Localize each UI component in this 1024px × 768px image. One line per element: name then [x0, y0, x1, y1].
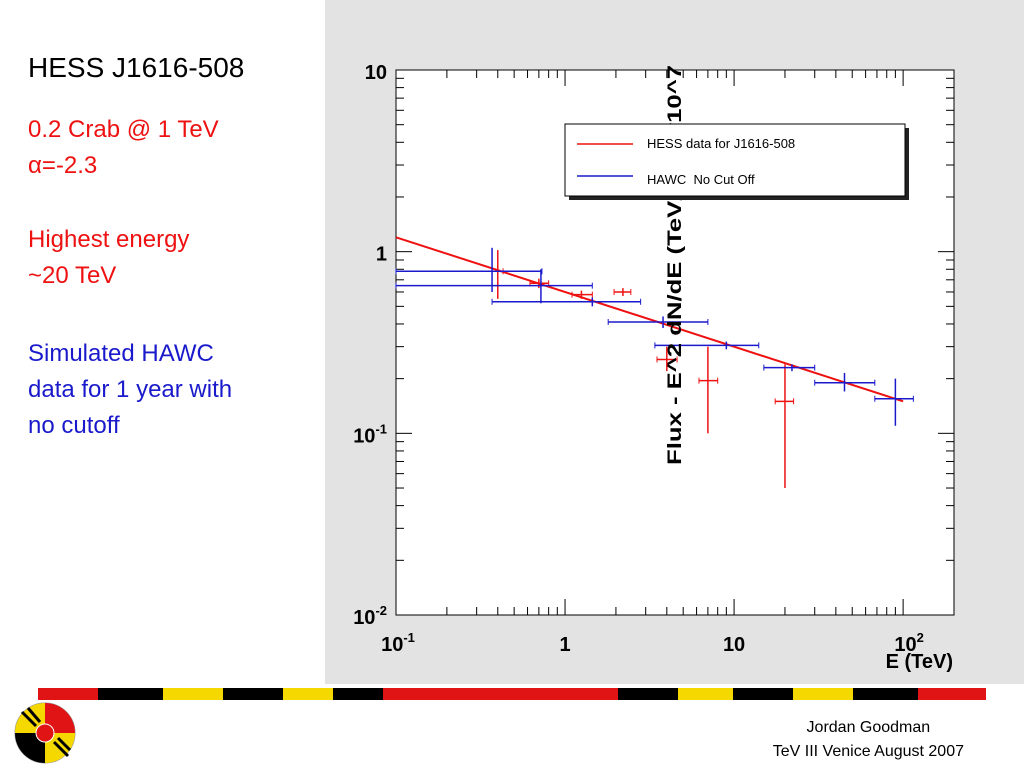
- y-tick-label: 1: [376, 244, 387, 266]
- crab-flux-line: 0.2 Crab @ 1 TeV: [28, 116, 219, 143]
- axis-ticks: [395, 69, 955, 616]
- hawc-note-line-2: data for 1 year with: [28, 376, 233, 403]
- footer-author: Jordan Goodman: [806, 719, 931, 736]
- legend-hawc-label: HAWC No Cut Off: [647, 172, 755, 187]
- hess-fit-line: [395, 236, 904, 403]
- highest-energy-value: ~20 TeV: [28, 262, 117, 289]
- university-logo: [14, 702, 76, 764]
- crab-note: 0.2 Crab @ 1 TeV α=-2.3: [28, 112, 219, 184]
- legend-box: [564, 123, 906, 197]
- series-layer: [395, 236, 914, 489]
- x-tick-label: 10-1: [381, 630, 415, 656]
- x-axis-label: E (TeV): [886, 651, 953, 673]
- hawc-data-point: [763, 364, 816, 372]
- y-tick-label: 10-1: [353, 421, 387, 447]
- hess-data-point: [774, 364, 795, 489]
- x-tick-label: 102: [894, 630, 923, 656]
- slide-title: HESS J1616-508: [28, 52, 245, 83]
- y-tick-label: 10-2: [353, 603, 387, 629]
- hawc-note: Simulated HAWC data for 1 year with no c…: [28, 336, 232, 444]
- hawc-data-point: [491, 297, 642, 307]
- maryland-flag-bar: [38, 688, 986, 700]
- y-tick-label: 10: [365, 62, 387, 84]
- hawc-data-point: [395, 247, 543, 292]
- legend-hess-label: HESS data for J1616-508: [647, 136, 795, 151]
- footer-event: TeV III Venice August 2007: [772, 743, 964, 760]
- x-tick-label: 1: [559, 634, 570, 656]
- spectral-index-line: α=-2.3: [28, 152, 98, 179]
- hess-data-point: [698, 346, 719, 434]
- legend: HESS data for J1616-508 HAWC No Cut Off: [564, 123, 909, 200]
- highest-energy-line: Highest energy: [28, 226, 190, 253]
- hawc-data-point: [874, 378, 914, 426]
- hawc-note-line-3: no cutoff: [28, 412, 120, 439]
- highest-energy-note: Highest energy ~20 TeV: [28, 222, 189, 294]
- hawc-data-point: [654, 341, 760, 350]
- hess-data-point: [613, 288, 632, 297]
- x-tick-label: 10: [723, 634, 745, 656]
- hess-data-point: [656, 346, 678, 372]
- hawc-data-point: [607, 316, 709, 329]
- footer: Jordan Goodman TeV III Venice August 200…: [773, 716, 964, 764]
- hawc-data-point: [814, 372, 876, 392]
- hawc-note-line-1: Simulated HAWC: [28, 340, 214, 367]
- hawc-data-point: [395, 269, 593, 304]
- hess-data-point: [571, 290, 593, 299]
